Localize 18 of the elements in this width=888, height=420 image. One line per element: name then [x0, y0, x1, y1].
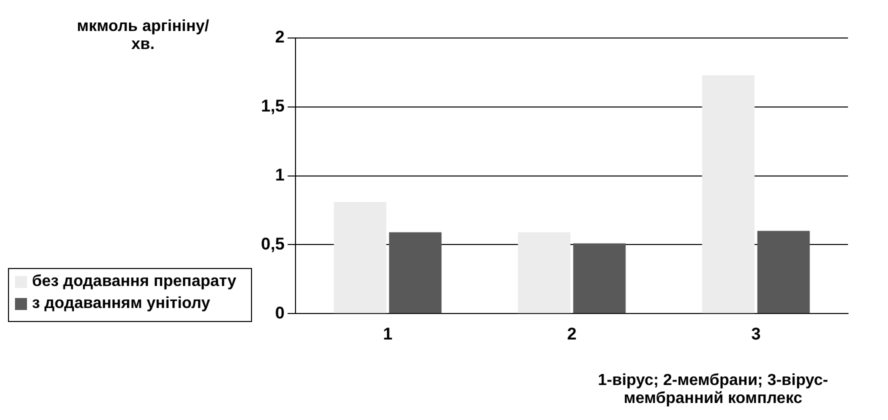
x-tick-label: 3: [751, 324, 761, 344]
bar: [334, 202, 386, 314]
y-tick-label: 2: [275, 28, 285, 47]
bar: [757, 230, 810, 314]
y-tick-label: 1,5: [260, 96, 285, 116]
y-tick-label: 1: [275, 165, 285, 184]
x-tick-label: 2: [567, 324, 577, 344]
y-tick-label: 0,5: [260, 234, 285, 254]
y-tick-label: 0: [275, 303, 285, 322]
bar: [573, 243, 626, 314]
x-tick-label: 1: [382, 324, 392, 344]
legend-label: без додавання препарату: [32, 273, 236, 291]
legend-label: з додаванням унітіолу: [32, 295, 210, 313]
bar: [702, 75, 755, 314]
x-axis-title: 1-вірус; 2-мембрани; 3-вірус-мембранний комплекс: [596, 372, 830, 408]
bar: [518, 232, 570, 314]
y-axis-title: мкмоль аргініну/хв.: [76, 18, 210, 54]
bar: [389, 232, 442, 314]
